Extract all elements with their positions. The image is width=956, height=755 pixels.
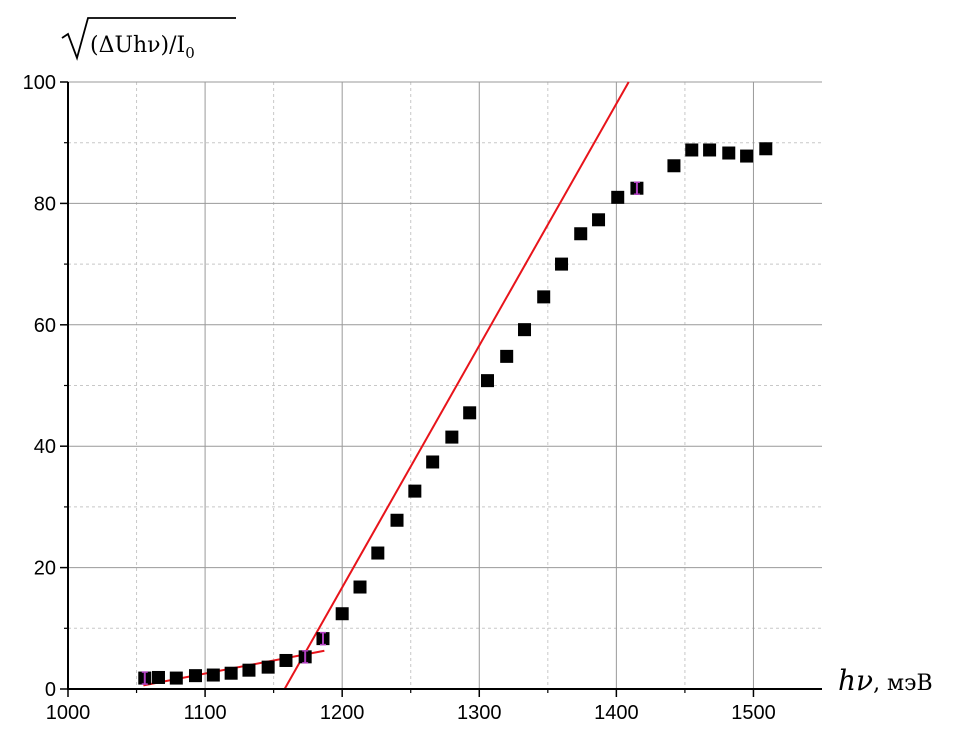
- y-tick-label: 80: [34, 193, 56, 215]
- data-point: [188, 669, 202, 683]
- data-point: [703, 143, 717, 157]
- x-tick-label: 1000: [46, 702, 91, 724]
- major-grid: [68, 81, 822, 689]
- axes: [60, 81, 822, 697]
- data-point: [242, 663, 256, 677]
- sqrt-sign: [61, 17, 236, 61]
- error-bars: [141, 181, 640, 685]
- data-point: [685, 143, 699, 157]
- data-point: [611, 190, 625, 204]
- data-point: [722, 146, 736, 160]
- y-axis-title: (ΔUhν)/I0: [61, 17, 236, 62]
- x-axis-title: hν, мэВ: [838, 664, 933, 697]
- x-tick-label: 1100: [184, 702, 227, 724]
- x-tick-label: 1300: [457, 702, 502, 724]
- y-axis-label-subscript: 0: [185, 44, 195, 62]
- x-tick-labels: 1000 1100 1200 1300 1400 1500: [46, 702, 776, 724]
- y-tick-label: 0: [45, 679, 56, 701]
- y-tick-label: 20: [34, 558, 56, 580]
- y-axis-label: (ΔUhν)/I: [90, 33, 185, 58]
- x-axis-variable: hν: [838, 664, 873, 697]
- svg-text:(ΔUhν)/I0: (ΔUhν)/I0: [90, 33, 195, 62]
- data-point: [371, 546, 385, 560]
- y-tick-label: 100: [23, 72, 56, 94]
- y-tick-labels: 0 20 40 60 80 100: [23, 72, 56, 701]
- data-point: [151, 670, 165, 684]
- data-point: [261, 660, 275, 674]
- data-point: [408, 484, 422, 498]
- minor-grid: [68, 82, 822, 689]
- data-point: [537, 290, 551, 304]
- y-tick-label: 60: [34, 315, 56, 337]
- data-point: [555, 257, 569, 271]
- x-tick-label: 1400: [594, 702, 639, 724]
- x-axis-unit: , мэВ: [873, 671, 933, 696]
- data-point: [463, 406, 477, 420]
- data-point: [759, 142, 773, 156]
- data-point: [169, 671, 183, 685]
- data-points: [138, 142, 773, 685]
- x-tick-label: 1500: [731, 702, 776, 724]
- data-point: [390, 513, 404, 527]
- y-tick-label: 40: [34, 436, 56, 458]
- fit-line: [283, 81, 630, 690]
- data-point: [206, 668, 220, 682]
- data-point: [335, 607, 349, 621]
- data-point: [445, 430, 459, 444]
- x-tick-label: 1200: [320, 702, 365, 724]
- data-point: [353, 580, 367, 594]
- data-point: [574, 227, 588, 241]
- data-point: [740, 149, 754, 163]
- data-point: [518, 323, 532, 337]
- data-point: [279, 653, 293, 667]
- data-point: [667, 159, 681, 173]
- data-point: [224, 666, 238, 680]
- data-point: [426, 455, 440, 469]
- data-point: [500, 349, 514, 363]
- data-point: [592, 213, 606, 227]
- data-point: [480, 374, 494, 388]
